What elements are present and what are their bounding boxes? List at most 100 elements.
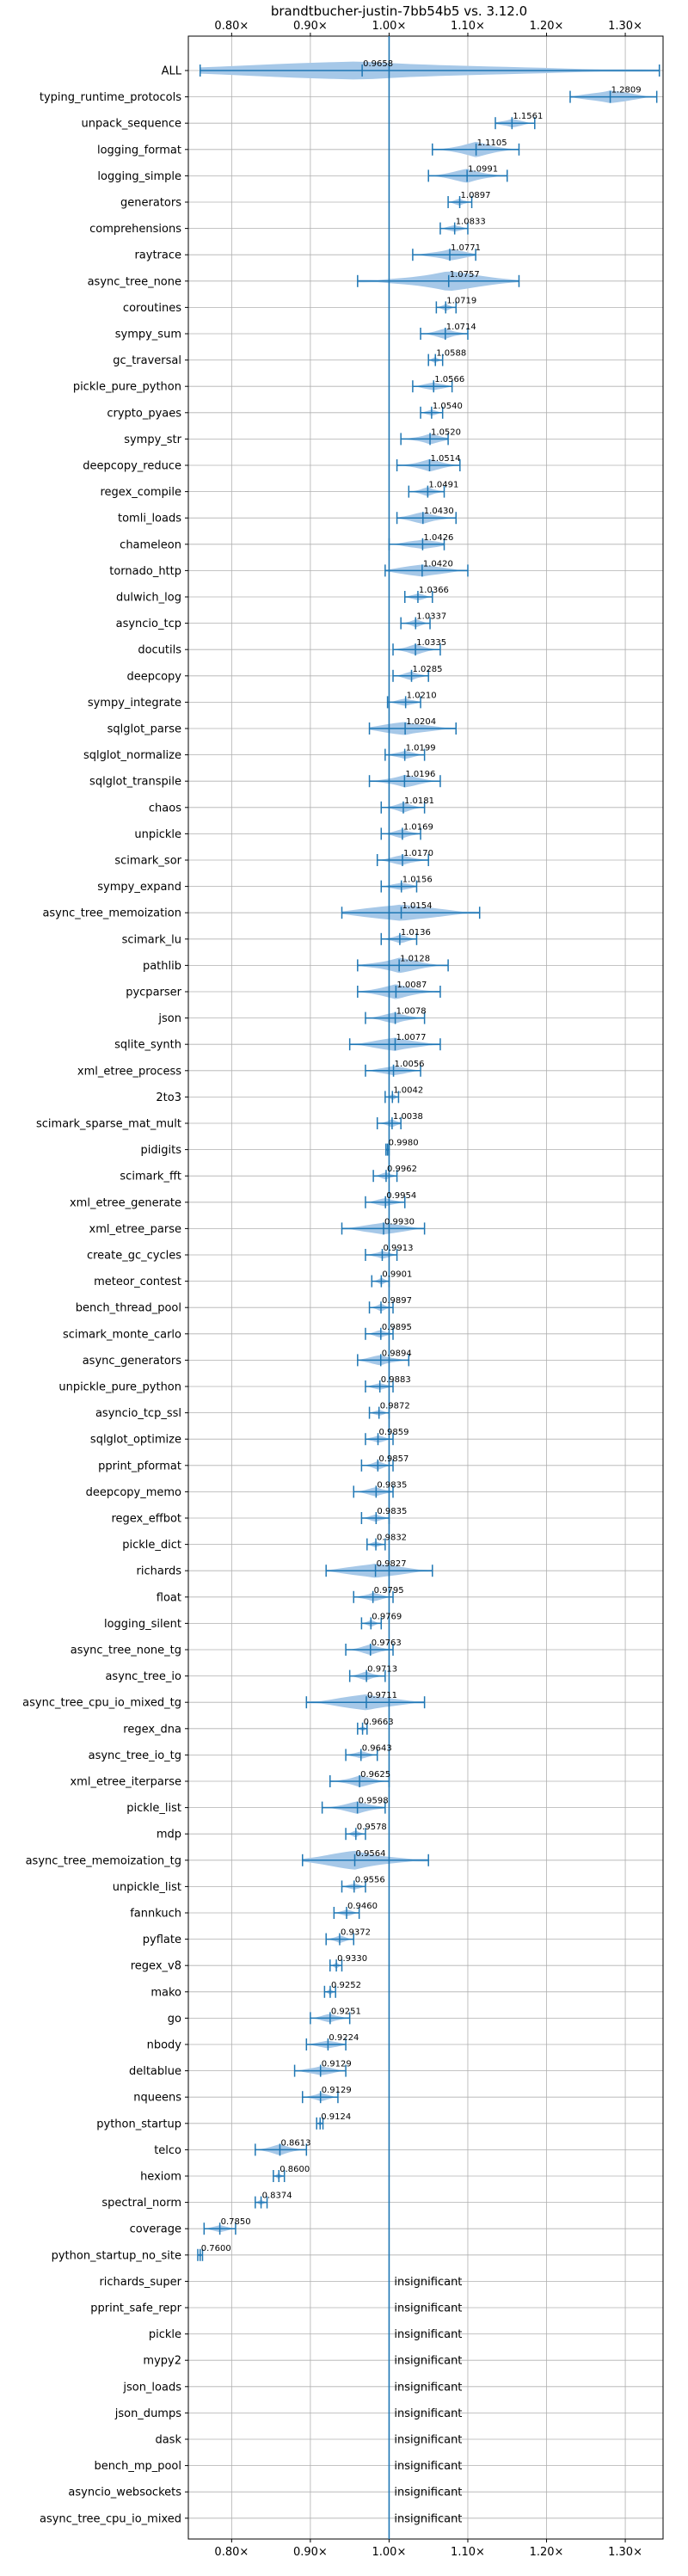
benchmark-name-label: nqueens <box>133 2092 181 2105</box>
median-value-label: 0.9897 <box>382 1296 412 1306</box>
benchmark-name-label: pprint_safe_repr <box>90 2302 181 2315</box>
median-value-label: 0.9625 <box>360 1770 390 1780</box>
benchmark-name-label: scimark_lu <box>122 933 181 946</box>
insignificant-label: insignificant <box>394 2407 462 2420</box>
median-value-label: 0.9252 <box>331 1981 361 1990</box>
benchmark-name-label: deepcopy_reduce <box>83 460 181 473</box>
benchmark-name-label: dask <box>155 2434 181 2447</box>
x-tick-label-bottom: 1.20× <box>530 2546 564 2559</box>
median-value-label: 0.8613 <box>280 2138 310 2148</box>
benchmark-name-label: pyflate <box>143 1934 181 1946</box>
benchmark-name-label: pickle_dict <box>122 1539 181 1552</box>
median-value-label: 0.7600 <box>201 2244 231 2253</box>
median-value-label: 1.0128 <box>400 954 430 963</box>
benchmark-name-label: asyncio_websockets <box>68 2487 181 2499</box>
insignificant-label: insignificant <box>394 2512 462 2525</box>
median-value-label: 1.0154 <box>402 901 433 911</box>
benchmark-name-label: async_tree_cpu_io_mixed <box>40 2512 181 2525</box>
median-value-label: 1.0337 <box>416 612 446 622</box>
benchmark-name-label: json_loads <box>122 2381 181 2394</box>
benchmark-name-label: pidigits <box>141 1144 182 1157</box>
median-value-label: 1.0833 <box>456 218 486 227</box>
insignificant-label: insignificant <box>394 2276 462 2289</box>
benchmark-name-label: logging_simple <box>97 170 181 183</box>
benchmark-name-label: async_tree_memoization <box>42 907 181 920</box>
benchmark-name-label: json_dumps <box>114 2407 181 2420</box>
benchmark-name-label: regex_dna <box>123 1723 181 1736</box>
x-tick-label-bottom: 0.90× <box>293 2546 328 2559</box>
x-tick-label-bottom: 0.80× <box>214 2546 249 2559</box>
benchmark-name-label: crypto_pyaes <box>107 407 181 420</box>
benchmark-name-label: sympy_expand <box>97 881 181 894</box>
benchmark-name-label: sympy_sum <box>115 329 181 341</box>
median-value-label: 1.0714 <box>446 323 476 332</box>
benchmark-name-label: python_startup <box>96 2118 181 2130</box>
insignificant-label: insignificant <box>394 2434 462 2447</box>
median-value-label: 0.9330 <box>337 1954 367 1964</box>
x-tick-label-bottom: 1.10× <box>451 2546 485 2559</box>
median-value-label: 1.0204 <box>406 717 436 727</box>
median-value-label: 1.0366 <box>419 586 449 595</box>
benchmark-name-label: comprehensions <box>89 223 181 236</box>
median-value-label: 1.0136 <box>401 928 431 938</box>
median-value-label: 1.2809 <box>611 86 642 95</box>
benchmark-name-label: chameleon <box>120 538 181 551</box>
benchmark-name-label: chaos <box>149 802 181 815</box>
benchmark-name-label: mdp <box>157 1829 181 1841</box>
median-value-label: 1.0420 <box>423 559 453 569</box>
benchmark-name-label: async_tree_memoization_tg <box>26 1854 181 1867</box>
median-value-label: 1.1105 <box>477 138 507 148</box>
median-value-label: 0.9901 <box>382 1270 412 1280</box>
median-value-label: 0.9663 <box>364 1718 394 1727</box>
median-value-label: 1.0757 <box>450 270 480 280</box>
benchmark-name-label: raytrace <box>134 249 181 262</box>
benchmark-name-label: deepcopy <box>126 670 181 683</box>
median-value-label: 1.0491 <box>428 481 458 490</box>
benchmark-name-label: telco <box>154 2144 181 2157</box>
benchmark-name-label: typing_runtime_protocols <box>40 91 181 104</box>
benchmark-name-label: xml_etree_iterparse <box>70 1776 181 1789</box>
x-tick-label-top: 1.20× <box>530 20 564 33</box>
benchmark-name-label: asyncio_tcp_ssl <box>95 1407 181 1420</box>
median-value-label: 1.0078 <box>396 1007 427 1017</box>
median-value-label: 0.9980 <box>389 1139 419 1148</box>
x-tick-label-top: 1.10× <box>451 20 485 33</box>
benchmark-name-label: go <box>168 2013 181 2026</box>
chart-title: brandtbucher-justin-7bb54b5 vs. 3.12.0 <box>271 3 527 19</box>
median-value-label: 0.9564 <box>356 1849 386 1859</box>
median-value-label: 0.9835 <box>377 1480 407 1490</box>
benchmark-name-label: coroutines <box>123 302 181 315</box>
insignificant-label: insignificant <box>394 2460 462 2473</box>
median-value-label: 0.9598 <box>359 1797 389 1806</box>
median-value-label: 1.0087 <box>396 981 427 990</box>
median-value-label: 0.9372 <box>341 1928 371 1938</box>
benchmark-name-label: sympy_integrate <box>88 697 181 710</box>
median-value-label: 0.9835 <box>377 1507 407 1516</box>
insignificant-label: insignificant <box>394 2355 462 2368</box>
benchmark-name-label: tomli_loads <box>118 513 181 526</box>
x-tick-label-top: 1.00× <box>372 20 407 33</box>
benchmark-name-label: bench_mp_pool <box>94 2460 181 2473</box>
benchmark-name-label: create_gc_cycles <box>87 1250 181 1263</box>
median-value-label: 1.0170 <box>403 849 433 858</box>
median-value-label: 1.0056 <box>395 1060 425 1069</box>
median-value-label: 1.0210 <box>407 691 437 700</box>
median-value-label: 0.9913 <box>383 1244 413 1253</box>
median-value-label: 0.9872 <box>380 1402 410 1411</box>
median-value-label: 0.9859 <box>379 1428 409 1437</box>
benchmark-name-label: 2to3 <box>156 1091 181 1104</box>
benchmark-name-label: richards <box>137 1565 182 1578</box>
median-value-label: 0.9769 <box>372 1612 402 1621</box>
median-value-label: 0.9795 <box>374 1586 404 1595</box>
benchmark-name-label: deltablue <box>129 2065 181 2078</box>
benchmark-name-label: logging_format <box>97 144 181 157</box>
median-value-label: 0.9713 <box>367 1665 397 1675</box>
benchmark-name-label: deepcopy_memo <box>86 1486 181 1499</box>
median-value-label: 0.9658 <box>363 59 393 69</box>
benchmark-name-label: tornado_http <box>109 565 181 578</box>
benchmark-name-label: pprint_pformat <box>98 1460 181 1472</box>
median-value-label: 1.0514 <box>430 454 460 464</box>
median-value-label: 0.9460 <box>347 1902 378 1911</box>
median-value-label: 0.9129 <box>322 2060 352 2069</box>
